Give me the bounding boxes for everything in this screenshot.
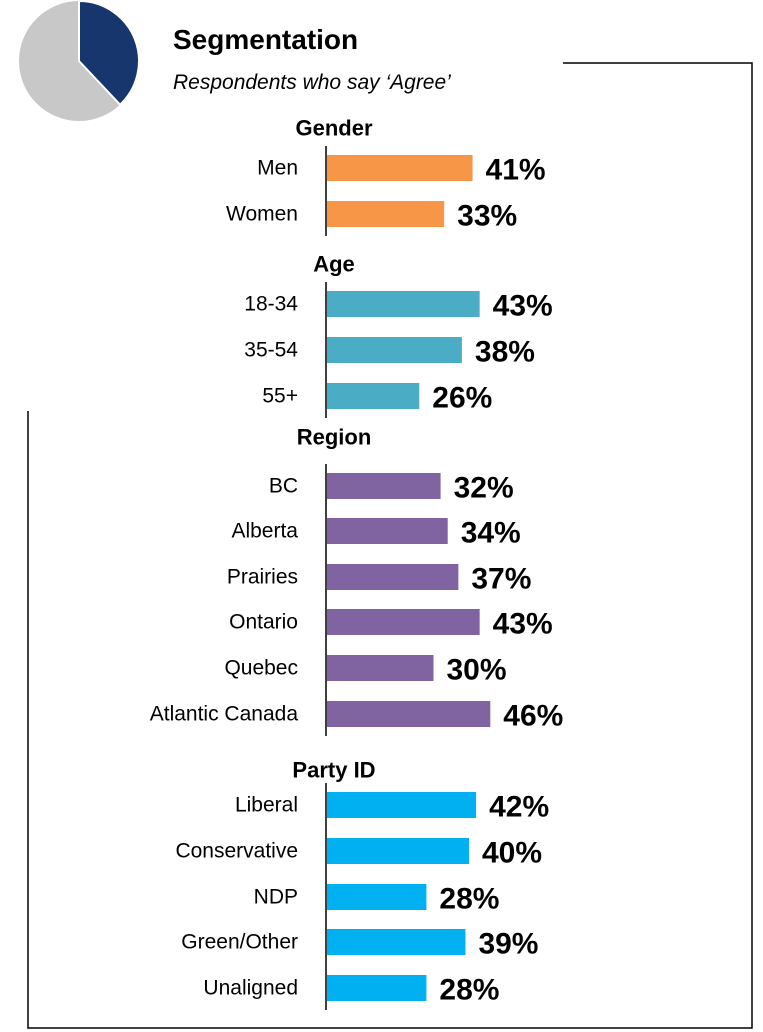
- category-label: Green/Other: [181, 931, 298, 954]
- data-label: 40%: [482, 837, 542, 870]
- bar: [327, 155, 473, 181]
- page-title: Segmentation: [173, 24, 359, 55]
- data-label: 32%: [454, 472, 514, 505]
- data-label: 43%: [493, 608, 553, 641]
- category-label: 55+: [262, 385, 298, 408]
- group-header: Region: [297, 425, 372, 450]
- pie-slice-agree: [78, 0, 140, 107]
- bar: [327, 518, 448, 544]
- bar: [327, 792, 477, 818]
- category-label: Unaligned: [203, 977, 298, 1000]
- category-label: Liberal: [235, 794, 298, 817]
- bar: [327, 655, 434, 681]
- group-header: Age: [313, 252, 355, 277]
- bar: [327, 975, 427, 1001]
- bar: [327, 337, 462, 363]
- bar: [327, 383, 420, 409]
- bar: [327, 884, 427, 910]
- category-label: Ontario: [229, 611, 298, 634]
- data-label: 42%: [489, 791, 549, 824]
- bar: [327, 291, 480, 317]
- group-header: Gender: [295, 116, 372, 141]
- bar: [327, 473, 441, 499]
- data-label: 28%: [439, 883, 499, 916]
- bar: [327, 701, 491, 727]
- category-label: Atlantic Canada: [150, 703, 299, 726]
- category-label: Alberta: [231, 520, 298, 543]
- category-label: Men: [257, 157, 298, 180]
- category-label: 18-34: [244, 293, 298, 316]
- bar: [327, 838, 469, 864]
- category-label: Women: [226, 203, 298, 226]
- data-label: 30%: [447, 654, 507, 687]
- data-label: 26%: [432, 382, 492, 415]
- panel-border: [27, 62, 753, 1029]
- page-subtitle: Respondents who say ‘Agree’: [173, 71, 451, 94]
- category-label: Prairies: [227, 566, 298, 589]
- data-label: 38%: [475, 336, 535, 369]
- data-label: 33%: [457, 200, 517, 233]
- data-label: 39%: [478, 928, 538, 961]
- data-label: 46%: [503, 700, 563, 733]
- category-label: Quebec: [224, 657, 298, 680]
- data-label: 41%: [486, 154, 546, 187]
- data-label: 43%: [493, 290, 553, 323]
- category-label: NDP: [254, 886, 298, 909]
- category-label: BC: [269, 475, 298, 498]
- bar: [327, 564, 459, 590]
- bar: [327, 929, 466, 955]
- bar: [327, 201, 445, 227]
- group-header: Party ID: [292, 758, 375, 783]
- data-label: 37%: [471, 563, 531, 596]
- data-label: 34%: [461, 517, 521, 550]
- category-label: Conservative: [175, 840, 298, 863]
- data-label: 28%: [439, 974, 499, 1007]
- bar: [327, 609, 480, 635]
- category-label: 35-54: [244, 339, 298, 362]
